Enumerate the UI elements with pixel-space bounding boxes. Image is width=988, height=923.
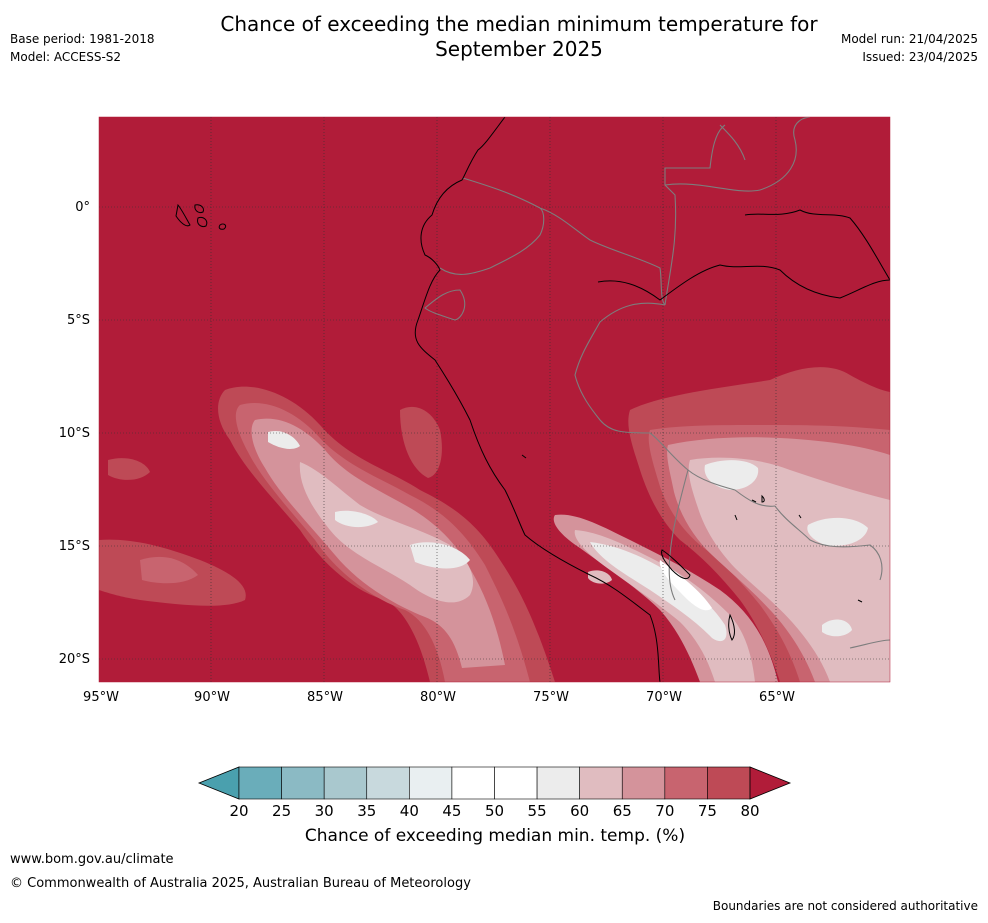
anomaly-region-southwest-inner [140, 556, 198, 584]
anomaly-region-offshore-55 [299, 462, 474, 603]
colorbar-tick-label: 20 [229, 802, 248, 820]
colorbar-segment [281, 766, 325, 800]
colorbar-segment [664, 766, 708, 800]
anomaly-region-offshore-core-2 [410, 542, 470, 569]
lat-label: 10°S [59, 426, 90, 441]
chart-title: Chance of exceeding the median minimum t… [150, 12, 888, 62]
lon-label: 75°W [533, 690, 569, 705]
lon-label: 65°W [759, 690, 795, 705]
lat-label: 5°S [67, 313, 90, 328]
colorbar-segment [536, 766, 580, 800]
colorbar-segment [579, 766, 623, 800]
anomaly-region-west-patch [108, 458, 150, 480]
lon-label: 95°W [83, 690, 119, 705]
coastlines [175, 117, 890, 682]
colorbar-tick-label: 35 [357, 802, 376, 820]
lat-labels: 0° 5°S 10°S 15°S 20°S [59, 200, 90, 667]
colorbar-segment [366, 766, 410, 800]
colorbar-segment [494, 766, 538, 800]
gridlines [99, 117, 890, 682]
title-line-1: Chance of exceeding the median minimum t… [220, 12, 818, 36]
anomaly-region-andes-patch [588, 570, 612, 584]
lon-labels: 95°W 90°W 85°W 80°W 75°W 70°W 65°W [83, 690, 795, 705]
colorbar-segment [238, 766, 282, 800]
anomaly-region-andes-core [659, 560, 712, 611]
lon-label: 90°W [194, 690, 230, 705]
map-frame [98, 116, 891, 683]
colorbar-extend-low [197, 766, 240, 800]
country-borders [424, 117, 890, 649]
lon-label: 85°W [307, 690, 343, 705]
model-run: Model run: 21/04/2025 [840, 32, 978, 46]
anomaly-region-east-core [704, 460, 759, 490]
lat-label: 20°S [59, 652, 90, 667]
colorbar-segment [409, 766, 453, 800]
lat-label: 15°S [59, 539, 90, 554]
issued-date: Issued: 23/04/2025 [862, 50, 978, 64]
colorbar-extend-high [749, 766, 792, 800]
footer-note: Boundaries are not considered authoritat… [712, 899, 978, 913]
colorbar-segment [451, 766, 495, 800]
title-line-2: September 2025 [435, 37, 603, 61]
anomaly-region-offshore-core-3 [335, 510, 378, 528]
colorbar: 20 25 30 35 40 45 50 55 60 65 70 75 80 [197, 766, 792, 820]
meta-left: Base period: 1981-2018 Model: ACCESS-S2 [10, 30, 155, 66]
lon-label: 70°W [646, 690, 682, 705]
lon-label: 80°W [420, 690, 456, 705]
colorbar-tick-label: 30 [315, 802, 334, 820]
map-area [99, 117, 890, 682]
anomaly-region-central-patch [400, 406, 442, 478]
colorbar-tick-label: 75 [698, 802, 717, 820]
base-period: Base period: 1981-2018 [10, 32, 155, 46]
anomaly-region-east-core-2 [807, 517, 868, 546]
colorbar-tick-label: 60 [570, 802, 589, 820]
colorbar-label: Chance of exceeding median min. temp. (%… [304, 826, 686, 846]
anomaly-region-offshore-core [268, 430, 300, 449]
colorbar-segment [323, 766, 368, 800]
colorbar-tick-label: 45 [442, 802, 461, 820]
colorbar-tick-label: 25 [272, 802, 291, 820]
footer-copyright: © Commonwealth of Australia 2025, Austra… [10, 876, 471, 891]
anomaly-region-east-core-3 [822, 619, 852, 637]
model-name: Model: ACCESS-S2 [10, 50, 122, 64]
colorbar-tick-label: 55 [528, 802, 547, 820]
colorbar-segment [621, 766, 666, 800]
meta-right: Model run: 21/04/2025 Issued: 23/04/2025 [841, 30, 978, 66]
lat-label: 0° [75, 200, 90, 215]
colorbar-tick-label: 70 [655, 802, 674, 820]
colorbar-tick-label: 50 [485, 802, 504, 820]
footer-url[interactable]: www.bom.gov.au/climate [10, 852, 174, 867]
anomaly-region-andes-strip-3 [590, 542, 727, 642]
colorbar-tick-label: 80 [740, 802, 759, 820]
colorbar-tick-label: 40 [400, 802, 419, 820]
colorbar-tick-label: 65 [613, 802, 632, 820]
colorbar-segment [707, 766, 751, 800]
